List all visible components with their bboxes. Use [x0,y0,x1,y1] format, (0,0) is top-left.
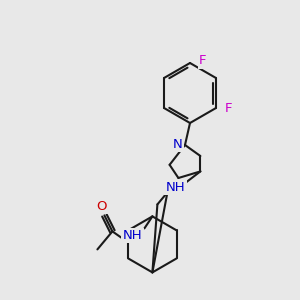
Text: NH: NH [166,181,185,194]
Text: N: N [173,137,183,151]
Text: F: F [225,101,233,115]
Text: O: O [96,200,107,213]
Text: NH: NH [123,229,142,242]
Text: F: F [199,55,207,68]
